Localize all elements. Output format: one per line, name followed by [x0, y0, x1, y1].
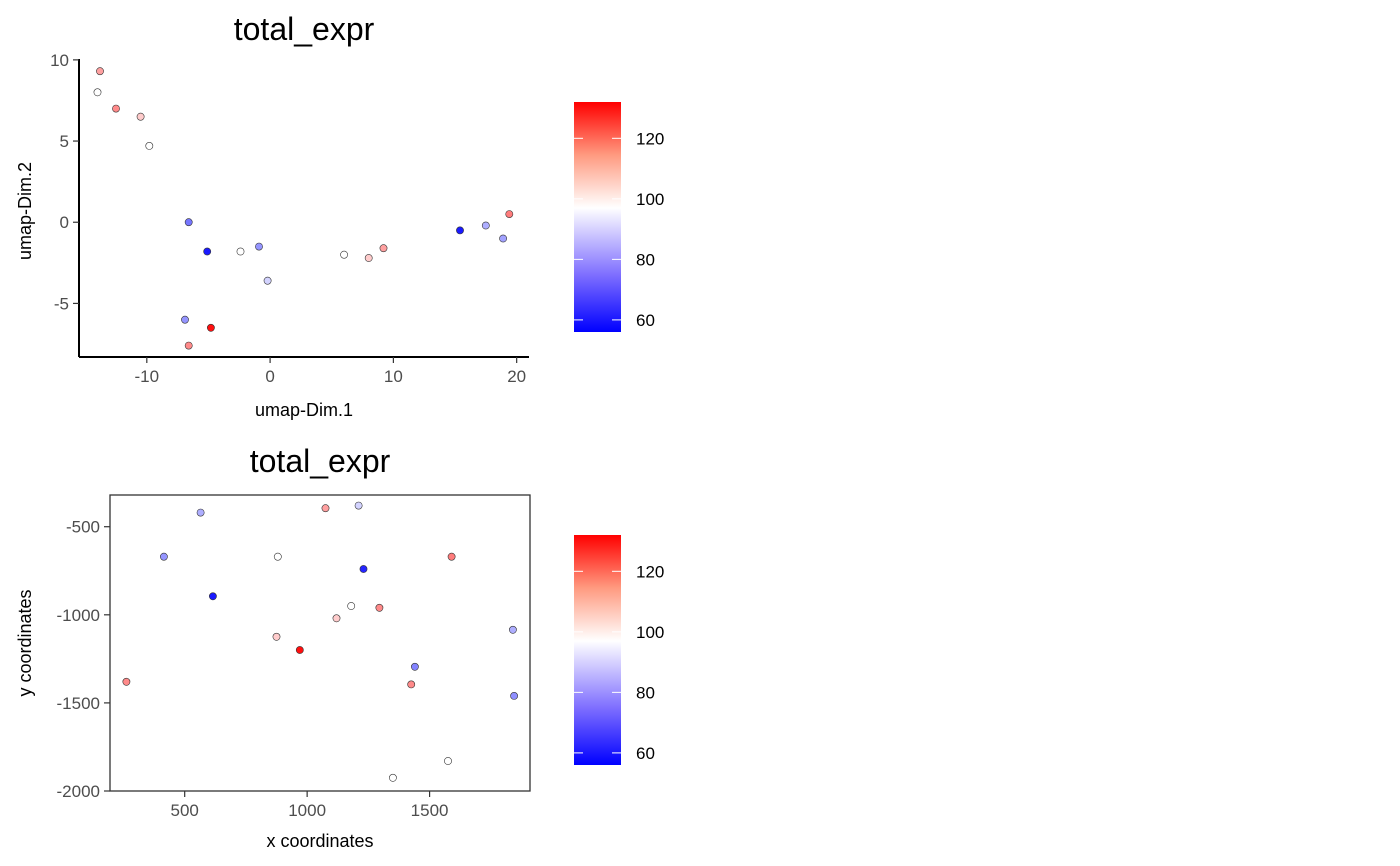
umap-legend-ticks: 60 80 100 120: [574, 129, 664, 330]
umap-point-0: [96, 67, 104, 76]
umap-point-13: [340, 250, 348, 259]
umap-x-tick-label-2: 10: [384, 367, 403, 386]
spatial-x-tick-label-0: 500: [171, 801, 199, 820]
spatial-point-9: [375, 603, 384, 612]
umap-x-tick-label-0: -10: [135, 367, 160, 386]
spatial-y-tick-label-2: -1000: [57, 606, 100, 625]
umap-point-9: [263, 276, 272, 285]
spatial-legend-label-0: 60: [636, 744, 655, 763]
spatial-point-18: [444, 757, 452, 765]
spatial-point-8: [347, 602, 356, 610]
umap-legend-label-3: 120: [636, 129, 664, 148]
spatial-chart-title: total_expr: [250, 443, 391, 479]
spatial-x-tick-label-1: 1000: [288, 801, 326, 820]
umap-chart-title: total_expr: [234, 11, 375, 47]
spatial-colorbar: [574, 535, 621, 765]
spatial-legend-label-2: 100: [636, 623, 664, 642]
spatial-legend-ticks: 60 80 100 120: [574, 562, 664, 763]
spatial-point-12: [509, 625, 517, 634]
spatial-point-11: [272, 632, 281, 641]
spatial-point-5: [447, 552, 456, 561]
umap-point-17: [481, 221, 490, 230]
spatial-point-4: [273, 552, 282, 561]
spatial-point-10: [332, 614, 341, 623]
umap-point-11: [206, 323, 215, 332]
spatial-point-7: [208, 592, 217, 601]
umap-x-tick-label-3: 20: [507, 367, 526, 386]
spatial-point-6: [359, 565, 368, 573]
spatial-panel: total_expr 500 1000 1500 -2000 -1500 -1000 -50…: [15, 443, 664, 851]
umap-point-5: [184, 218, 193, 227]
umap-point-12: [184, 341, 193, 350]
umap-point-2: [112, 104, 120, 113]
umap-point-layer: [93, 67, 514, 350]
umap-point-15: [379, 244, 388, 253]
umap-y-axis-title: umap-Dim.2: [15, 162, 35, 260]
spatial-x-tick-label-2: 1500: [411, 801, 449, 820]
spatial-point-1: [321, 504, 330, 513]
spatial-point-19: [388, 773, 397, 782]
spatial-point-3: [159, 552, 168, 561]
spatial-point-16: [407, 680, 416, 689]
spatial-point-17: [510, 692, 518, 700]
spatial-y-tick-label-1: -1500: [57, 694, 100, 713]
spatial-axes: 500 1000 1500 -2000 -1500 -1000 -500: [57, 518, 449, 820]
umap-y-tick-label-1: 0: [60, 213, 69, 232]
spatial-legend-label-3: 120: [636, 562, 664, 581]
umap-legend-label-2: 100: [636, 190, 664, 209]
umap-point-4: [145, 141, 154, 150]
spatial-panel-border: [109, 494, 531, 792]
umap-axes: -10 0 10 20 -5 0 5 10: [50, 51, 529, 386]
spatial-point-layer: [122, 501, 518, 782]
umap-y-tick-label-3: 10: [50, 51, 69, 70]
umap-y-tick-label-2: 5: [60, 132, 69, 151]
umap-legend-label-0: 60: [636, 311, 655, 330]
umap-point-8: [255, 242, 263, 251]
spatial-y-tick-label-3: -500: [66, 518, 100, 537]
umap-point-18: [499, 234, 507, 243]
umap-point-19: [505, 210, 514, 218]
spatial-point-13: [295, 646, 304, 654]
umap-point-7: [236, 247, 245, 256]
umap-point-1: [93, 88, 102, 97]
spatial-point-14: [410, 662, 419, 671]
spatial-point-15: [122, 677, 131, 686]
spatial-point-0: [196, 508, 205, 517]
umap-point-14: [364, 254, 373, 262]
spatial-color-legend: 60 80 100 120: [574, 535, 664, 765]
umap-legend-label-1: 80: [636, 250, 655, 269]
umap-x-tick-label-1: 0: [265, 367, 274, 386]
umap-color-legend: 60 80 100 120: [574, 102, 664, 332]
spatial-point-2: [354, 501, 363, 510]
umap-point-6: [203, 247, 212, 256]
spatial-y-tick-label-0: -2000: [57, 782, 100, 801]
umap-panel: total_expr -10 0 10 20 -5 0 5 10 umap-Dim.1 uma…: [15, 11, 664, 420]
umap-colorbar: [574, 102, 621, 332]
umap-x-axis-title: umap-Dim.1: [255, 400, 353, 420]
umap-y-tick-label-0: -5: [54, 294, 69, 313]
umap-point-10: [181, 315, 189, 324]
spatial-x-axis-title: x coordinates: [266, 831, 373, 851]
spatial-y-axis-title: y coordinates: [15, 589, 35, 696]
spatial-legend-label-1: 80: [636, 683, 655, 702]
umap-point-16: [456, 226, 464, 235]
umap-point-3: [136, 112, 145, 121]
